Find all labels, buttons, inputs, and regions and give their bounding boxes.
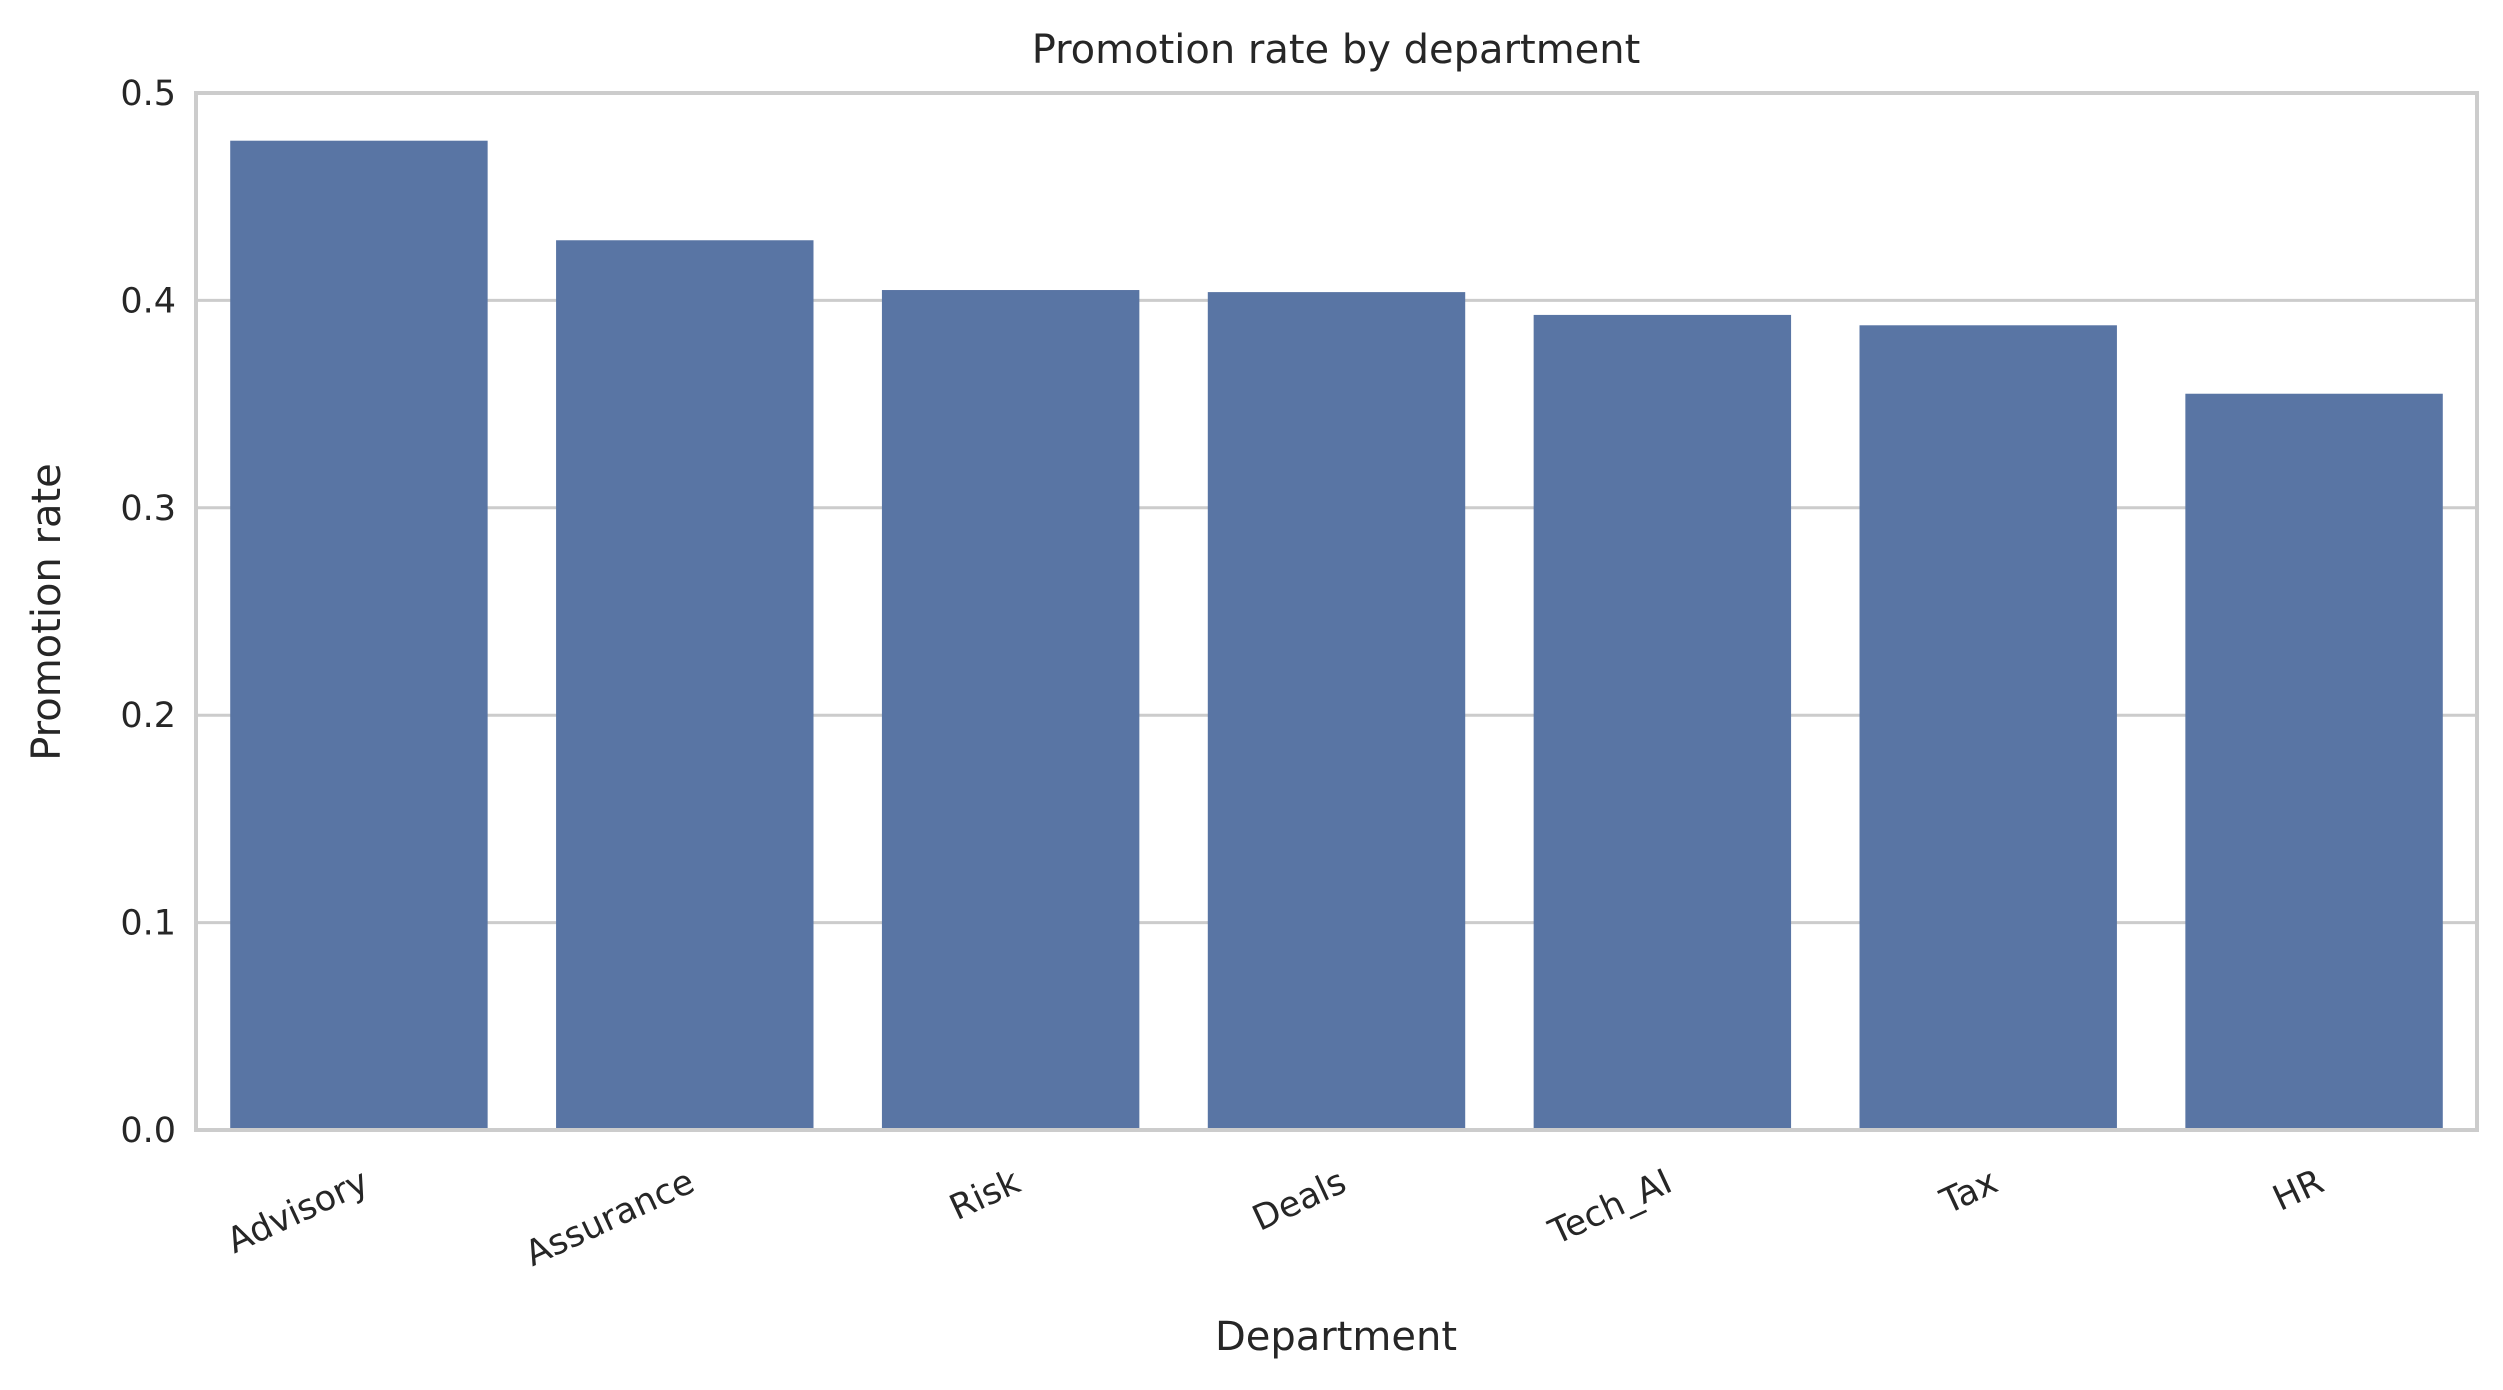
y-tick-label: 0.0 — [120, 1111, 176, 1151]
bars — [230, 140, 2443, 1131]
bar-deals — [1207, 292, 1466, 1130]
chart-title: Promotion rate by department — [1032, 27, 1641, 73]
y-tick-label: 0.1 — [120, 904, 176, 944]
bar-risk — [881, 290, 1140, 1130]
y-axis-label: Promotion rate — [24, 463, 70, 760]
y-tick-label: 0.2 — [120, 696, 176, 736]
bar-hr — [2185, 393, 2443, 1131]
plot-frame — [194, 91, 2479, 1132]
bar-tech-ai — [1533, 314, 1792, 1131]
y-tick-label: 0.4 — [120, 281, 176, 321]
x-axis-label: Department — [1215, 1314, 1457, 1360]
bar-advisory — [230, 140, 488, 1130]
y-tick-label: 0.5 — [120, 74, 176, 114]
bar-tax — [1859, 325, 2117, 1131]
y-tick-labels: 0.0 0.1 0.2 0.3 0.4 0.5 — [120, 74, 176, 1151]
y-tick-label: 0.3 — [120, 489, 176, 529]
bar-assurance — [556, 240, 814, 1130]
